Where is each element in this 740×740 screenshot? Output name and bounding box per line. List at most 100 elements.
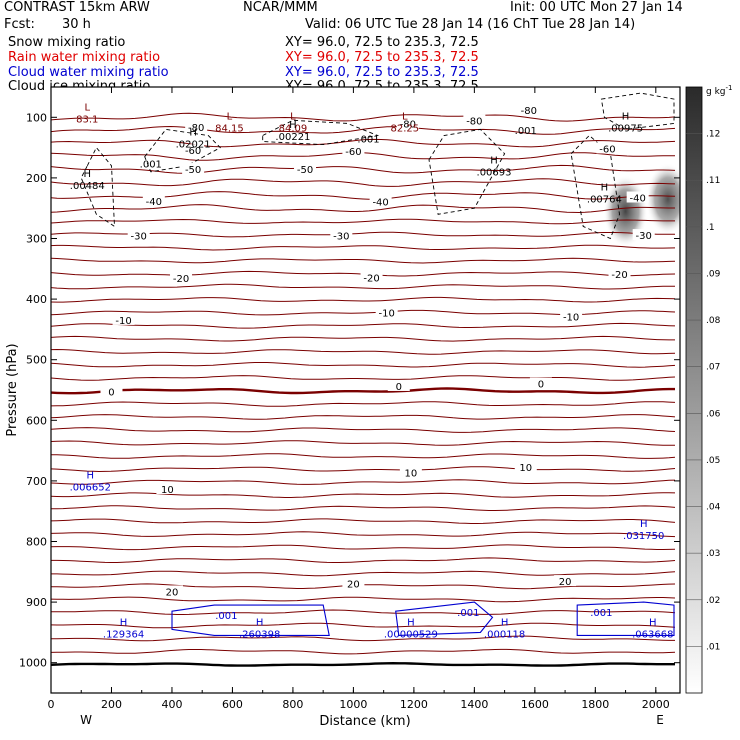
extremum-mark-4: H bbox=[189, 128, 197, 139]
contour-label-6: -60 bbox=[599, 144, 615, 155]
cloud-contours bbox=[80, 92, 675, 636]
x-tick-label-0: 0 bbox=[48, 698, 55, 711]
colorbar: .01 .02 .03 .04 .05 .06 .07 .08 .09 .1 .11 .12 g kg… bbox=[685, 84, 732, 694]
contour-label-bg-19 bbox=[375, 306, 398, 318]
extremum-mark-12: H bbox=[120, 617, 128, 628]
contour-label-bg-17 bbox=[608, 267, 631, 279]
extremum-mark-16: H bbox=[649, 617, 657, 628]
y-tick-label-5: 600 bbox=[26, 414, 47, 427]
isotherm-27 bbox=[51, 466, 676, 473]
contour-label-12: -30 bbox=[131, 232, 147, 243]
isotherm-14 bbox=[51, 296, 676, 303]
contour-label-11: -40 bbox=[629, 194, 645, 205]
isotherm-13 bbox=[51, 283, 675, 290]
colorbar-tick-label-5: .06 bbox=[706, 409, 721, 419]
field-name-snow: Snow mixing ratio bbox=[8, 35, 126, 50]
extremum-value-2: 84.09 bbox=[279, 123, 308, 134]
contour-label-bg-3 bbox=[463, 114, 486, 126]
extremum-mark-7: H bbox=[622, 111, 630, 122]
isotherm-7 bbox=[51, 204, 675, 214]
contour-label-1: -80 bbox=[400, 120, 416, 131]
colorbar-ticks: .01 .02 .03 .04 .05 .06 .07 .08 .09 .1 .11 .12 bbox=[686, 130, 721, 652]
small-contour-label-2: .001 bbox=[515, 126, 537, 137]
contour-label-bg-13 bbox=[330, 229, 353, 241]
model-title: CONTRAST 15km ARW bbox=[4, 0, 150, 15]
isotherm-37 bbox=[51, 596, 676, 603]
extremum-value-5: .00221 bbox=[275, 132, 310, 143]
isotherm-30 bbox=[51, 505, 676, 511]
colorbar-tick-label-3: .04 bbox=[706, 503, 721, 513]
contour-label-bg-9 bbox=[142, 195, 165, 207]
contour-label-bg-5 bbox=[342, 144, 365, 156]
contour-label-15: -20 bbox=[173, 274, 189, 285]
isotherm-28 bbox=[51, 479, 676, 485]
field-xy-cloud-water: XY= 96.0, 72.5 to 235.3, 72.5 bbox=[285, 65, 479, 80]
init-time: Init: 00 UTC Mon 27 Jan 14 bbox=[510, 0, 683, 15]
contour-label-19: -10 bbox=[378, 309, 394, 320]
contour-labels: -80 -80 -80 -80 -60 -60 -60 -50 -50 -40 -40 -40 -30 -… bbox=[70, 102, 674, 640]
isotherm-40 bbox=[51, 635, 675, 642]
extremum-mark-1: L bbox=[227, 111, 233, 122]
y-tick-label-0: 100 bbox=[26, 111, 47, 124]
contour-label-5: -60 bbox=[345, 147, 361, 158]
isotherm-22 bbox=[51, 401, 676, 407]
extremum-value-11: .031750 bbox=[623, 531, 664, 542]
institution-label: NCAR/MMM bbox=[243, 0, 318, 15]
contour-label-bg-20 bbox=[560, 310, 583, 322]
isotherm-10 bbox=[51, 244, 676, 251]
extremum-mark-2: L bbox=[290, 111, 296, 122]
extremum-mark-5: H bbox=[289, 120, 297, 131]
extremum-mark-6: H bbox=[490, 156, 498, 167]
small-contour-label-0: .001 bbox=[140, 160, 162, 171]
contour-label-3: -80 bbox=[466, 117, 482, 128]
contour-label-bg-16 bbox=[360, 271, 383, 283]
x-tick-label-1: 200 bbox=[101, 698, 122, 711]
cloud-water-contour-2 bbox=[576, 601, 675, 636]
contour-label-13: -30 bbox=[333, 232, 349, 243]
contour-label-bg-4 bbox=[182, 144, 205, 156]
isotherm-0 bbox=[51, 112, 676, 122]
isotherm-31 bbox=[51, 518, 676, 524]
extremum-value-4: .02021 bbox=[176, 140, 211, 151]
extremum-value-8: .00484 bbox=[70, 181, 105, 192]
extremum-mark-3: L bbox=[402, 111, 408, 122]
extremum-value-3: 82.25 bbox=[390, 123, 419, 134]
contour-label-24: 10 bbox=[161, 485, 174, 496]
contour-label-bg-25 bbox=[399, 466, 422, 478]
small-contour-label-4: .001 bbox=[457, 608, 479, 619]
extremum-mark-14: H bbox=[407, 617, 415, 628]
contour-label-23: 0 bbox=[538, 380, 544, 391]
contour-label-bg-7 bbox=[182, 163, 205, 175]
extremum-value-7: .00975 bbox=[608, 123, 643, 134]
colorbar-unit: g kg-1 bbox=[706, 84, 732, 97]
contour-label-9: -40 bbox=[146, 197, 162, 208]
y-tick-label-2: 300 bbox=[26, 233, 47, 246]
isotherm-2 bbox=[51, 138, 676, 148]
isotherm-16 bbox=[51, 322, 676, 329]
snow-ice-contour-1 bbox=[144, 128, 222, 173]
colorbar-tick-label-11: .12 bbox=[706, 130, 720, 140]
contour-label-bg-15 bbox=[170, 272, 193, 284]
contour-label-bg-21 bbox=[100, 385, 123, 397]
contour-label-14: -30 bbox=[636, 231, 652, 242]
colorbar-tick-label-0: .01 bbox=[706, 642, 720, 652]
field-name-cloud-water: Cloud water mixing ratio bbox=[8, 65, 169, 80]
valid-time: Valid: 06 UTC Tue 28 Jan 14 (16 ChT Tue … bbox=[305, 17, 636, 32]
temperature-contours bbox=[51, 112, 676, 667]
x-tick-label-4: 800 bbox=[282, 698, 303, 711]
isotherm-23 bbox=[51, 414, 676, 420]
contour-label-20: -10 bbox=[563, 312, 579, 323]
y-tick-label-7: 800 bbox=[26, 536, 47, 549]
extremum-value-1: 84.15 bbox=[215, 123, 244, 134]
extremum-value-9: .00764 bbox=[587, 194, 622, 205]
east-label: E bbox=[656, 713, 664, 727]
x-tick-label-5: 1000 bbox=[339, 698, 367, 711]
y-tick-label-1: 200 bbox=[26, 172, 47, 185]
contour-label-18: -10 bbox=[115, 316, 131, 327]
isotherm-25 bbox=[51, 440, 676, 446]
isotherm-11 bbox=[51, 257, 676, 264]
contour-label-bg-1 bbox=[396, 117, 419, 129]
extremum-mark-9: H bbox=[601, 182, 609, 193]
extremum-value-6: .00693 bbox=[477, 168, 512, 179]
